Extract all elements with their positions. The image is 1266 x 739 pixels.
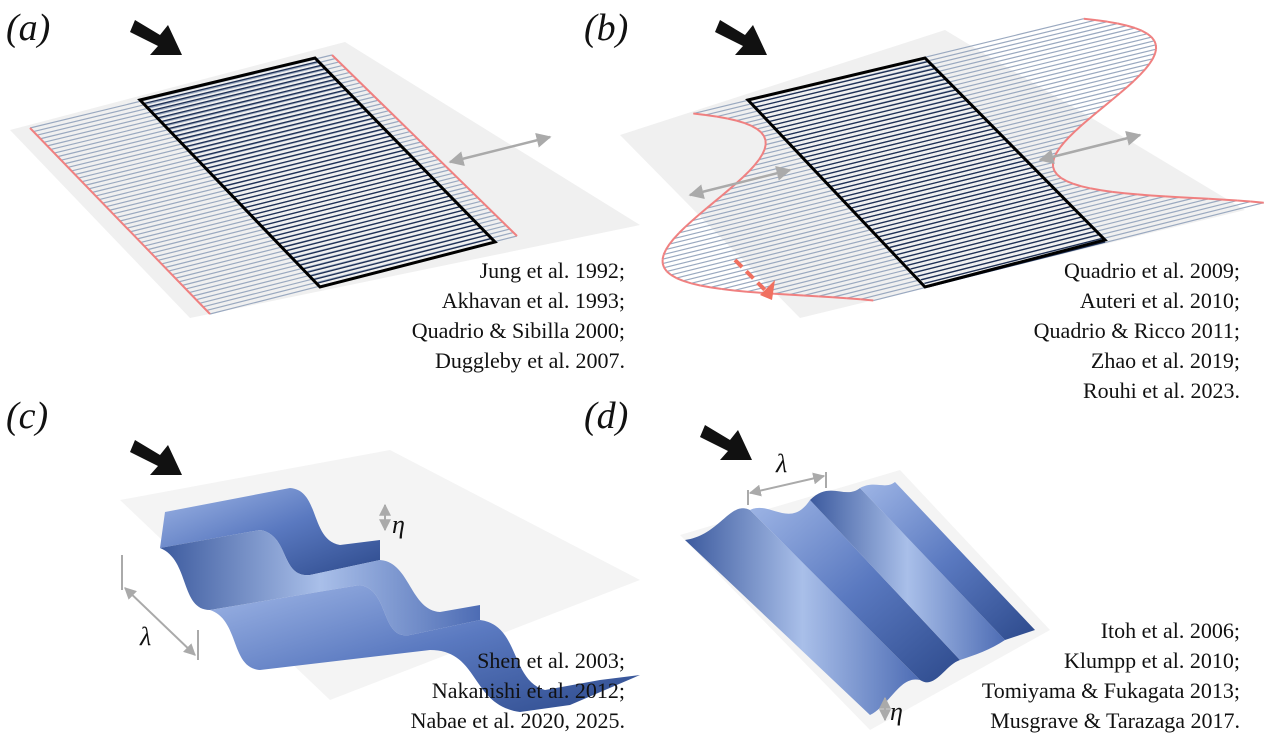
references: Shen et al. 2003; Nakanishi et al. 2012;… (411, 648, 625, 733)
stripe (1209, 199, 1223, 200)
stripe (775, 294, 789, 295)
reference: Tomiyama & Fukagata 2013; (982, 678, 1240, 703)
panel-label: (a) (6, 7, 50, 49)
stripe (667, 271, 671, 274)
stripe (663, 264, 664, 268)
stripe (1165, 196, 1179, 197)
figure: (a) Jung et al. 1992; Akhavan et al. 199… (0, 0, 1266, 739)
flow-arrow (715, 20, 767, 55)
stripe (1155, 49, 1156, 54)
stripe (1118, 24, 1127, 26)
dimension (125, 588, 195, 655)
stripe (1154, 41, 1156, 45)
flow-arrow (130, 20, 182, 55)
reference: Akhavan et al. 1993; (442, 288, 625, 313)
reference: Zhao et al. 2019; (1091, 348, 1240, 373)
stripe (1053, 167, 1054, 171)
panel-c: η λ (c) Shen et al. 2003; Nakanishi et a… (6, 395, 640, 733)
panel-d: λ η (d) Itoh et al. 2006; Klumpp et al. … (584, 395, 1240, 733)
reference: Quadrio et al. 2009; (1064, 258, 1240, 283)
reference: Klumpp et al. 2010; (1064, 648, 1240, 673)
panel-label: (d) (584, 395, 628, 437)
stripe (693, 114, 705, 115)
stripe (664, 268, 667, 272)
stripe (1124, 193, 1137, 194)
stripe (1096, 20, 1107, 22)
stripe (1223, 200, 1237, 201)
wavelength-symbol: λ (775, 449, 787, 478)
stripe (1152, 37, 1155, 41)
panel-label: (c) (6, 395, 48, 437)
flow-arrow (700, 425, 752, 460)
stripe (789, 295, 804, 296)
stripe (1237, 201, 1251, 202)
panel-b: (b) Quadrio et al. 2009; Auteri et al. 2… (584, 7, 1264, 403)
stripe (1127, 26, 1135, 28)
stripe (663, 254, 664, 259)
stripe (671, 275, 676, 278)
reference: Quadrio & Sibilla 2000; (412, 318, 625, 343)
flow-arrow (130, 440, 182, 475)
stripe (833, 297, 847, 298)
stripe (700, 285, 710, 287)
stripe (711, 287, 722, 289)
stripe (676, 278, 683, 281)
reference: Musgrave & Tarazaga 2017. (990, 708, 1240, 733)
stripe (1147, 34, 1151, 37)
stripe (1053, 158, 1054, 163)
stripe (1107, 22, 1117, 24)
wavelength-symbol: λ (139, 622, 151, 651)
reference: Nabae et al. 2020, 2025. (411, 708, 625, 733)
reference: Duggleby et al. 2007. (435, 348, 625, 373)
stripe (1084, 19, 1096, 20)
stripe (1251, 202, 1264, 203)
reference: Quadrio & Ricco 2011; (1034, 318, 1240, 343)
stripe (847, 298, 861, 299)
stripe (1142, 31, 1148, 34)
reference: Jung et al. 1992; (480, 258, 625, 283)
stripe (683, 281, 691, 283)
panel-label: (b) (584, 7, 628, 49)
stripe (691, 283, 700, 285)
reference: Auteri et al. 2010; (1080, 288, 1240, 313)
reference: Rouhi et al. 2023. (1083, 378, 1240, 403)
reference: Itoh et al. 2006; (1101, 618, 1240, 643)
stripe (722, 289, 734, 290)
amplitude-symbol: η (392, 510, 405, 539)
stripe (1137, 194, 1151, 195)
reference: Nakanishi et al. 2012; (432, 678, 625, 703)
stripe (1151, 195, 1165, 196)
stripe (1179, 197, 1194, 198)
reference: Shen et al. 2003; (477, 648, 625, 673)
stripe (804, 296, 819, 297)
stripe (764, 136, 766, 140)
panel-a: (a) Jung et al. 1992; Akhavan et al. 199… (6, 7, 640, 373)
stripe (1112, 192, 1124, 193)
stripe (860, 299, 873, 300)
stripe (734, 290, 747, 291)
stripe (1135, 28, 1142, 31)
stripe (1194, 198, 1209, 199)
references: Jung et al. 1992; Akhavan et al. 1993; Q… (412, 258, 625, 373)
stripe (765, 145, 766, 150)
stripe (818, 296, 832, 297)
references: Quadrio et al. 2009; Auteri et al. 2010;… (1034, 258, 1240, 403)
dimension (750, 476, 824, 493)
amplitude-symbol: η (890, 697, 903, 726)
stripe (747, 292, 761, 293)
